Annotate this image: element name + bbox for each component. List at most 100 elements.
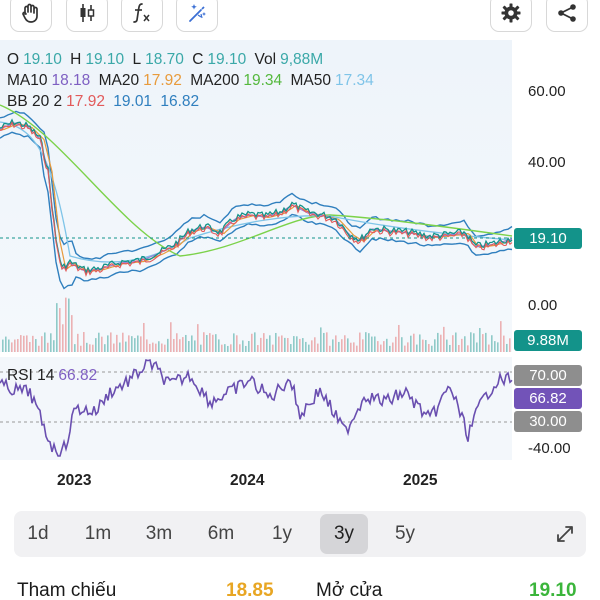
volume-bar [152,342,154,352]
volume-bar [59,308,61,352]
volume-bar [143,322,145,352]
volume-bar [200,344,202,352]
volume-bar [383,341,385,352]
volume-bar [116,334,118,352]
volume-tag: 9.88M [514,330,582,351]
ma50-value: 17.34 [334,72,374,89]
volume-bar [164,344,166,352]
volume-bar [68,298,70,352]
bollinger-lower-line [0,131,513,290]
open-label: Mở cửa [316,580,383,600]
volume-bar [488,344,490,352]
expand-icon[interactable] [554,523,576,550]
function-icon[interactable] [121,0,163,32]
volume-bar [509,338,511,352]
range-6m-button[interactable]: 6m [207,523,235,544]
price-chart-area[interactable] [0,40,512,352]
volume-bar [194,340,196,352]
volume-bar [437,332,439,352]
volume-bar [290,344,292,352]
volume-bar [404,345,406,352]
volume-bar [305,341,307,352]
high-value: 19.10 [85,51,125,68]
volume-bar [428,344,430,352]
ma200-value: 19.34 [243,72,283,89]
volume-bar [314,337,316,352]
price-chart [0,104,513,457]
volume-bar [122,332,124,352]
volume-bar [500,321,502,352]
volume-bar [308,344,310,352]
magic-wand-icon[interactable] [176,0,218,32]
volume-bar [149,343,151,352]
volume-bar [299,338,301,352]
volume-bar [62,324,64,352]
volume-bar [326,332,328,352]
volume-bar [191,335,193,352]
volume-bar [338,341,340,352]
volume-bar [272,344,274,352]
volume-bar [281,335,283,352]
volume-bar [134,338,136,352]
volume-bar [212,334,214,352]
volume-value: 9,88M [280,51,324,68]
share-icon[interactable] [546,0,588,32]
range-3y-button[interactable]: 3y [320,514,368,554]
volume-bar [74,344,76,352]
candlestick-icon[interactable] [66,0,108,32]
volume-bar [41,336,43,352]
volume-bar [263,333,265,352]
ma10-value: 18.18 [51,72,91,89]
range-5y-button[interactable]: 5y [394,523,416,544]
volume-bar [20,335,22,352]
ma-legend: MA10 18.18 MA20 17.92 MA200 19.34 MA50 17.34 [7,72,374,89]
x-tick-2023: 2023 [57,472,92,489]
volume-bar [89,344,91,352]
volume-bar [224,344,226,352]
volume-bar [17,339,19,352]
volume-bar [155,343,157,352]
gear-icon[interactable] [490,0,532,32]
rsi-value: 66.82 [58,367,98,384]
range-1y-button[interactable]: 1y [271,523,293,544]
range-3m-button[interactable]: 3m [145,523,173,544]
hand-icon[interactable] [10,0,52,32]
volume-bar [458,345,460,352]
volume-bar [95,338,97,352]
volume-bar [398,324,400,352]
range-1m-button[interactable]: 1m [84,523,112,544]
volume-bar [374,336,376,352]
volume-bar [449,344,451,352]
volume-bar [209,333,211,352]
volume-bar [137,335,139,352]
volume-bar [452,335,454,352]
volume-bar [188,341,190,352]
range-1d-button[interactable]: 1d [27,523,49,544]
volume-bar [341,339,343,352]
volume-bar [443,326,445,352]
volume-bar [275,332,277,352]
rsi-line [0,358,513,457]
volume-bar [410,335,412,352]
volume-bars [2,297,511,352]
volume-bar [245,345,247,352]
volume-bar [332,339,334,352]
bb-upper-value: 17.92 [66,93,105,110]
x-tick-2024: 2024 [230,472,265,489]
volume-bar [158,341,160,352]
volume-bar [206,334,208,352]
rsi-legend: RSI 14 66.82 [7,367,98,384]
volume-bar [311,340,313,352]
volume-bar [26,335,28,352]
volume-bar [413,333,415,352]
volume-bar [65,297,67,352]
volume-bar [35,339,37,352]
volume-bar [80,345,82,352]
volume-bar [29,342,31,352]
volume-bar [491,335,493,352]
volume-bar [227,345,229,352]
volume-bar [170,322,172,352]
open-value: 19.10 [23,51,62,68]
volume-bar [146,339,148,352]
volume-bar [53,340,55,352]
